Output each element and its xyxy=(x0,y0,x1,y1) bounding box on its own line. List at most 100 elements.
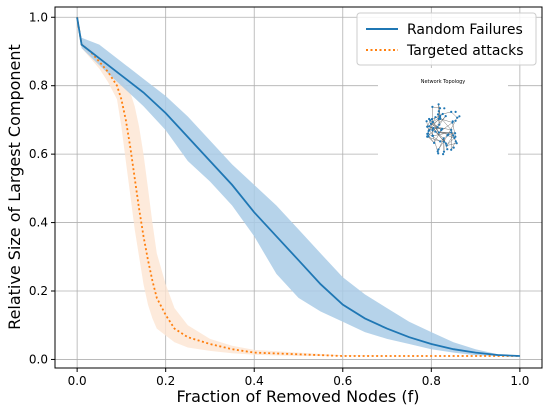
network-node xyxy=(442,150,446,153)
network-node xyxy=(431,134,435,137)
network-edge xyxy=(446,137,455,146)
network-node xyxy=(433,141,436,144)
network-edge xyxy=(451,111,458,118)
network-edge xyxy=(429,126,444,139)
network-node xyxy=(439,114,442,117)
x-tick-label: 1.0 xyxy=(510,374,529,388)
network-node xyxy=(442,153,445,156)
network-node xyxy=(430,118,433,121)
network-node xyxy=(437,148,440,151)
network-node xyxy=(455,142,458,145)
network-node xyxy=(425,120,428,123)
legend-box xyxy=(356,12,537,66)
x-tick-label: 0.2 xyxy=(156,374,175,388)
random-failures-band xyxy=(77,17,520,357)
inset-background xyxy=(378,68,508,180)
network-node xyxy=(440,129,443,132)
y-axis-title: Relative Size of Largest Component xyxy=(5,44,24,330)
network-edge xyxy=(433,127,443,129)
network-node xyxy=(431,105,434,108)
network-edge xyxy=(438,104,441,116)
network-node xyxy=(426,125,429,128)
targeted-attacks-line xyxy=(76,17,520,357)
network-node xyxy=(441,112,444,116)
network-node xyxy=(438,107,442,110)
network-edge xyxy=(442,111,452,115)
network-node xyxy=(437,110,440,113)
inset-title: Network Topology xyxy=(421,79,466,85)
network-node xyxy=(445,144,448,147)
network-node xyxy=(427,132,430,135)
network-node xyxy=(437,117,440,120)
network-edge xyxy=(451,129,455,139)
random-failures-line xyxy=(76,17,520,357)
network-node xyxy=(452,146,455,149)
network-edge xyxy=(447,120,456,136)
network-node xyxy=(428,128,431,131)
network-node xyxy=(454,119,457,122)
network-node xyxy=(454,140,457,143)
network-edge xyxy=(446,135,454,146)
network-node xyxy=(439,140,442,143)
network-edge xyxy=(433,130,442,143)
network-node xyxy=(434,130,437,133)
network-node xyxy=(431,129,434,132)
network-edge xyxy=(428,133,441,142)
network-node xyxy=(442,140,446,143)
network-node xyxy=(439,117,442,120)
network-node xyxy=(454,135,457,138)
y-tick-label: 0.2 xyxy=(29,284,48,298)
y-tick-label: 0.6 xyxy=(29,147,48,161)
network-nodes xyxy=(425,103,461,156)
network-node xyxy=(442,137,445,140)
axis-ticks: 0.0 0.2 0.4 0.6 0.8 1.0 0.0 0.2 0.4 0.6 0.8 1.0 xyxy=(29,10,530,388)
network-node xyxy=(438,123,441,126)
series-lines xyxy=(76,17,520,357)
network-edge xyxy=(451,132,456,142)
network-node xyxy=(426,135,429,138)
network-node xyxy=(456,116,459,119)
legend-label-targeted-attacks: Targeted attacks xyxy=(406,43,524,59)
x-tick-label: 0.4 xyxy=(245,374,264,388)
network-node xyxy=(451,120,454,123)
confidence-bands xyxy=(77,17,520,357)
network-node xyxy=(437,152,440,155)
network-node xyxy=(450,110,453,113)
network-node xyxy=(436,113,440,116)
network-node xyxy=(436,150,439,153)
plot-frame xyxy=(54,6,543,369)
network-node xyxy=(454,110,457,113)
network-node xyxy=(436,126,439,129)
network-node xyxy=(446,148,449,151)
network-edge xyxy=(438,132,454,136)
network-node xyxy=(444,115,447,118)
network-node xyxy=(432,127,435,130)
network-node xyxy=(437,103,440,106)
network-edge xyxy=(451,141,456,150)
network-node xyxy=(452,134,455,137)
y-tick-label: 1.0 xyxy=(29,10,48,24)
network-node xyxy=(443,107,446,110)
network-edge xyxy=(447,135,455,139)
network-node xyxy=(428,125,431,128)
network-node xyxy=(447,133,450,136)
network-node xyxy=(450,148,453,151)
y-tick-label: 0.4 xyxy=(29,216,48,230)
network-edge xyxy=(432,132,452,136)
x-tick-label: 0.0 xyxy=(68,374,87,388)
y-tick-label: 0.8 xyxy=(29,79,48,93)
network-edge xyxy=(427,136,441,142)
network-graph xyxy=(425,103,461,156)
network-node xyxy=(450,128,453,131)
network-node xyxy=(458,115,461,118)
network-node xyxy=(429,122,433,125)
network-node xyxy=(434,116,437,119)
network-node xyxy=(444,142,447,145)
y-tick-label: 0.0 xyxy=(29,352,48,366)
network-edge xyxy=(432,115,446,131)
x-axis-title: Fraction of Removed Nodes (f) xyxy=(177,387,420,406)
legend: Random Failures Targeted attacks xyxy=(356,12,537,66)
network-node xyxy=(454,132,457,135)
network-edge xyxy=(452,122,456,137)
